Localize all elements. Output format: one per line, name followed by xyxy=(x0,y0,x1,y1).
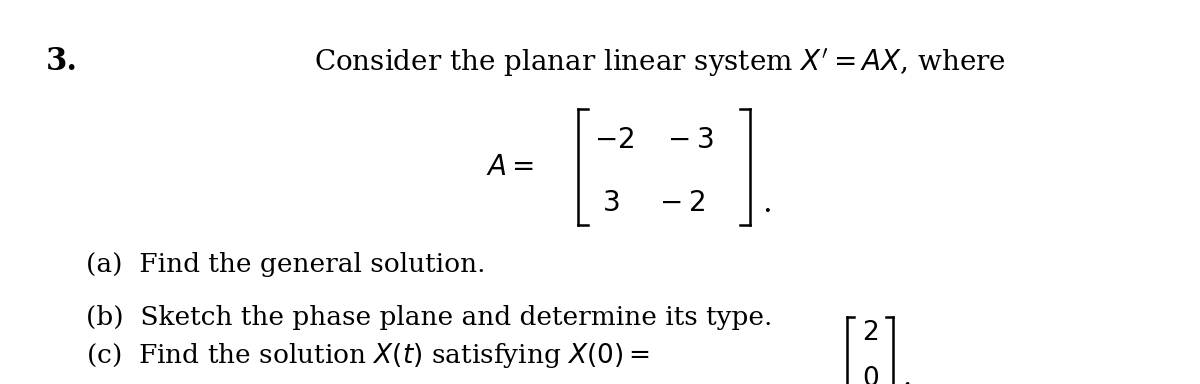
Text: 3.: 3. xyxy=(46,46,78,77)
Text: .: . xyxy=(902,364,912,384)
Text: $3 \quad\; -2$: $3 \quad\; -2$ xyxy=(602,190,706,217)
Text: $0$: $0$ xyxy=(862,366,878,384)
Text: (c)  Find the solution $X(t)$ satisfying $X(0) =$: (c) Find the solution $X(t)$ satisfying … xyxy=(86,341,650,370)
Text: $-2 \quad -3$: $-2 \quad -3$ xyxy=(594,127,714,154)
Text: (b)  Sketch the phase plane and determine its type.: (b) Sketch the phase plane and determine… xyxy=(86,305,773,330)
Text: .: . xyxy=(762,188,772,219)
Text: $A =$: $A =$ xyxy=(486,154,534,180)
Text: Consider the planar linear system $X^{\prime} = AX$, where: Consider the planar linear system $X^{\p… xyxy=(314,46,1006,79)
Text: (a)  Find the general solution.: (a) Find the general solution. xyxy=(86,252,486,276)
Text: $2$: $2$ xyxy=(862,319,878,345)
